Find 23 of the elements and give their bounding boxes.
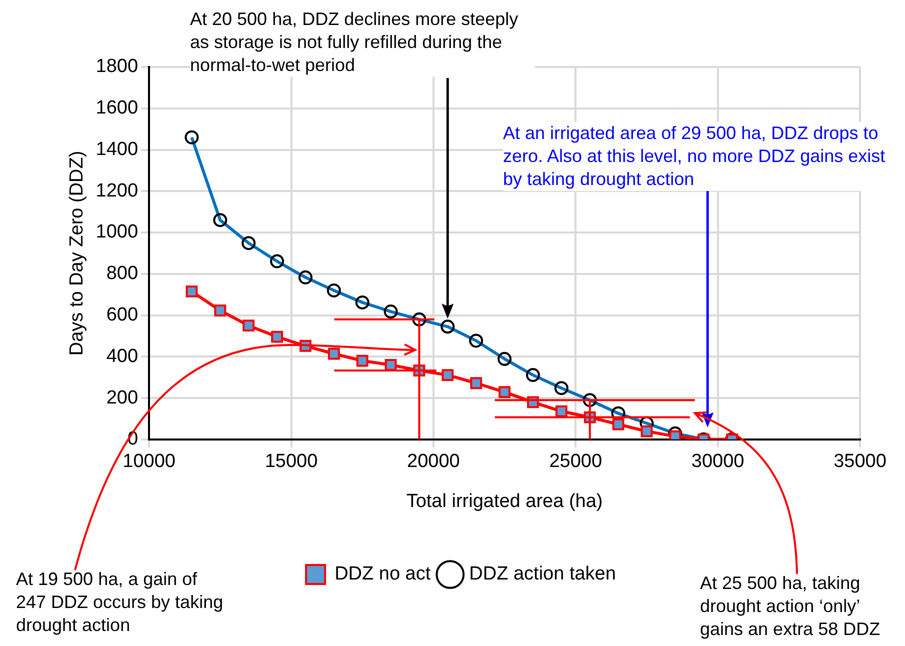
text: At 19 500 ha, a gain of 247 DDZ occurs by taking drought action: [16, 568, 231, 637]
y-tick-label: 1200: [96, 180, 138, 202]
text: At 25 500 ha, taking drought action ‘only’ gains an extra 58 DDZ: [700, 572, 905, 641]
x-tick-label: 15000: [264, 451, 318, 472]
legend-label: DDZ no act: [334, 564, 432, 585]
y-tick-label: 800: [106, 263, 138, 284]
x-tick-label: 35000: [834, 451, 886, 472]
x-tick-label: 30000: [691, 451, 744, 472]
y-tick-label: 1600: [96, 98, 138, 119]
x-axis-title: Total irrigated area (ha): [406, 490, 603, 512]
y-tick-label: 1400: [96, 138, 138, 160]
x-tick-label: 20000: [407, 451, 460, 472]
x-tick-label: 10000: [122, 451, 176, 472]
y-tick-label: 1800: [96, 56, 138, 78]
y-tick-label: 400: [106, 346, 138, 367]
y-tick-label: 200: [106, 387, 138, 408]
x-tick-label: 25000: [549, 451, 602, 472]
y-axis-title: Days to Day Zero (DDZ): [66, 150, 88, 356]
annotation: At 20 500 ha, DDZ declines more steeply as storage is not fully refilled during the normal-to-wet period: [190, 8, 535, 77]
legend-label: DDZ action taken: [469, 564, 616, 585]
annotation: At an irrigated area of 29 500 ha, DDZ drops to zero. Also at this level, no more DDZ gains exist by taking drought action: [503, 122, 888, 191]
y-tick-label: 600: [106, 304, 138, 326]
y-tick-label: 1000: [96, 222, 138, 243]
